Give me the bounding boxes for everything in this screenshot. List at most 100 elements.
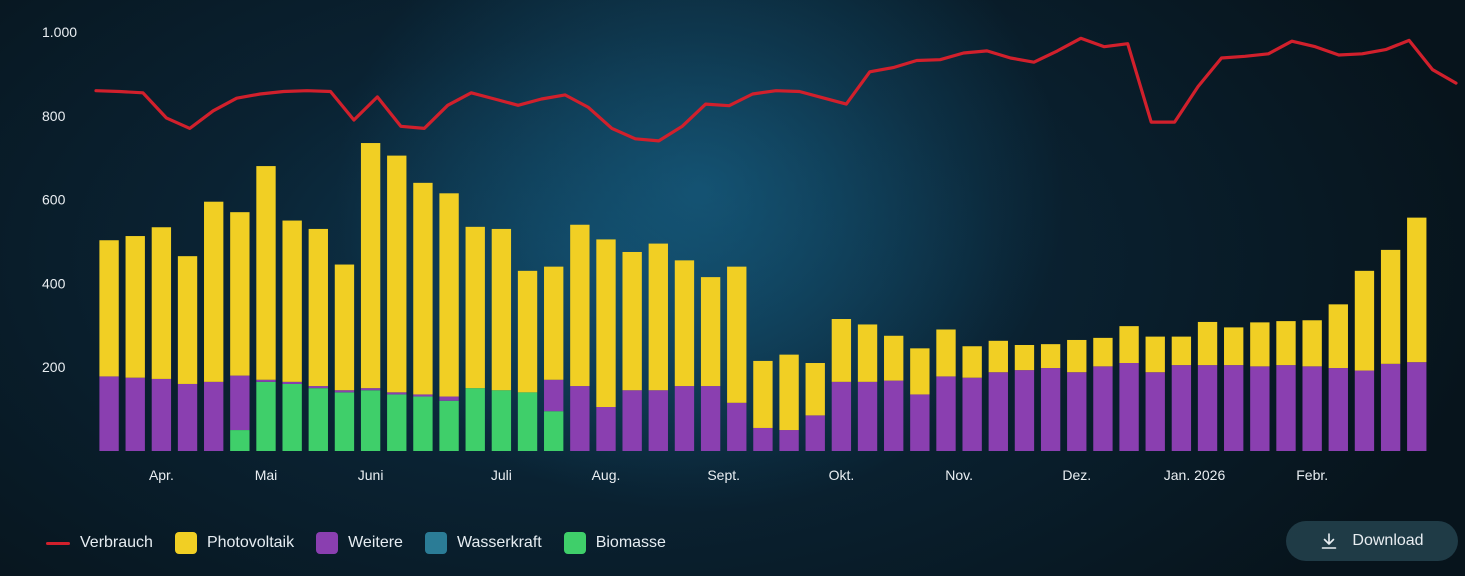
bar-photovoltaik bbox=[1197, 321, 1218, 366]
bar-weitere bbox=[308, 386, 328, 389]
bar-photovoltaik bbox=[1250, 322, 1270, 367]
bar-weitere bbox=[674, 386, 695, 451]
legend-swatch-wasserkraft bbox=[424, 532, 447, 554]
x-tick-label: Sept. bbox=[707, 467, 740, 483]
bar-photovoltaik bbox=[884, 335, 904, 381]
bar-weitere bbox=[1354, 370, 1375, 451]
bar-weitere bbox=[1040, 368, 1061, 451]
bar-photovoltaik bbox=[1040, 344, 1061, 369]
bar-weitere bbox=[570, 386, 590, 451]
bar-photovoltaik bbox=[544, 266, 564, 380]
bar-photovoltaik bbox=[334, 264, 355, 391]
bar-photovoltaik bbox=[648, 243, 668, 391]
x-tick-label: Juli bbox=[491, 467, 512, 483]
bar-photovoltaik bbox=[413, 182, 433, 395]
bar-photovoltaik bbox=[988, 340, 1008, 373]
bar-weitere bbox=[151, 378, 172, 451]
bar-biomasse bbox=[544, 411, 564, 451]
bar-weitere bbox=[1380, 363, 1401, 451]
bar-photovoltaik bbox=[910, 348, 930, 395]
bar-weitere bbox=[1119, 363, 1139, 451]
bar-weitere bbox=[936, 376, 956, 451]
bar-photovoltaik bbox=[360, 143, 381, 389]
bar-weitere bbox=[439, 396, 459, 401]
bar-photovoltaik bbox=[177, 256, 198, 384]
x-tick-label: Okt. bbox=[829, 467, 855, 483]
bar-photovoltaik bbox=[439, 193, 459, 397]
bar-photovoltaik bbox=[230, 212, 250, 376]
bar-photovoltaik bbox=[282, 220, 302, 382]
bar-photovoltaik bbox=[1354, 270, 1375, 371]
bar-photovoltaik bbox=[1171, 336, 1192, 366]
bar-photovoltaik bbox=[1224, 327, 1244, 366]
legend-label-weitere: Weitere bbox=[348, 534, 403, 551]
bar-weitere bbox=[177, 383, 198, 451]
legend-item-verbrauch[interactable]: Verbrauch bbox=[46, 534, 153, 552]
y-tick-label: 800 bbox=[42, 108, 66, 124]
x-tick-label: Nov. bbox=[945, 467, 973, 483]
bar-weitere bbox=[1067, 372, 1087, 451]
bar-photovoltaik bbox=[256, 166, 276, 380]
bar-photovoltaik bbox=[805, 363, 825, 416]
legend-item-photovoltaik[interactable]: Photovoltaik bbox=[174, 532, 295, 554]
bar-weitere bbox=[831, 381, 852, 451]
bar-weitere bbox=[1276, 365, 1296, 451]
bar-photovoltaik bbox=[596, 239, 616, 408]
bar-weitere bbox=[1328, 368, 1348, 451]
bar-photovoltaik bbox=[674, 260, 695, 387]
legend-swatch-photovoltaik bbox=[174, 532, 197, 554]
bar-biomasse bbox=[308, 388, 328, 451]
bar-photovoltaik bbox=[1276, 321, 1296, 366]
bar-biomasse bbox=[282, 383, 302, 451]
bar-photovoltaik bbox=[125, 236, 145, 378]
line-verbrauch bbox=[94, 36, 1458, 143]
legend-item-wasserkraft[interactable]: Wasserkraft bbox=[424, 532, 542, 554]
bar-weitere bbox=[1407, 362, 1427, 451]
bar-weitere bbox=[1014, 370, 1035, 451]
bar-weitere bbox=[700, 386, 721, 451]
y-tick-label: 400 bbox=[42, 275, 66, 291]
download-button[interactable]: Download bbox=[1286, 521, 1458, 561]
x-tick-label: Dez. bbox=[1062, 467, 1091, 483]
bar-photovoltaik bbox=[700, 277, 721, 387]
bar-photovoltaik bbox=[622, 251, 642, 391]
x-tick-label: Apr. bbox=[149, 467, 174, 483]
bar-weitere bbox=[125, 377, 145, 451]
bar-photovoltaik bbox=[857, 324, 878, 382]
legend-swatch-weitere bbox=[316, 532, 339, 554]
bar-biomasse bbox=[517, 392, 538, 451]
bar-weitere bbox=[753, 427, 773, 451]
y-tick-label: 1.000 bbox=[42, 24, 77, 40]
legend: Verbrauch Photovoltaik Weitere Wasserkra… bbox=[46, 530, 666, 556]
bar-weitere bbox=[779, 430, 799, 451]
bar-weitere bbox=[857, 381, 878, 451]
x-tick-label: Febr. bbox=[1296, 467, 1328, 483]
y-tick-label: 200 bbox=[42, 359, 66, 375]
bar-biomasse bbox=[491, 390, 512, 451]
bar-weitere bbox=[360, 388, 381, 391]
bar-photovoltaik bbox=[831, 319, 852, 382]
legend-label-wasserkraft: Wasserkraft bbox=[456, 534, 542, 551]
bar-weitere bbox=[1197, 365, 1218, 451]
bar-biomasse bbox=[230, 430, 250, 451]
bar-photovoltaik bbox=[936, 329, 956, 377]
legend-item-weitere[interactable]: Weitere bbox=[316, 532, 403, 554]
bar-photovoltaik bbox=[1119, 326, 1139, 364]
bar-weitere bbox=[1250, 366, 1270, 451]
legend-swatch-verbrauch bbox=[46, 541, 70, 545]
bar-weitere bbox=[805, 415, 825, 451]
bar-weitere bbox=[648, 390, 668, 451]
bar-photovoltaik bbox=[491, 228, 512, 391]
bar-photovoltaik bbox=[465, 226, 485, 389]
y-tick-label: 600 bbox=[42, 192, 66, 208]
legend-item-biomasse[interactable]: Biomasse bbox=[563, 532, 666, 554]
bar-weitere bbox=[282, 381, 302, 384]
legend-label-biomasse: Biomasse bbox=[595, 534, 666, 551]
bar-photovoltaik bbox=[387, 155, 407, 393]
legend-label-photovoltaik: Photovoltaik bbox=[206, 534, 295, 551]
bar-photovoltaik bbox=[99, 240, 119, 377]
bar-weitere bbox=[622, 390, 642, 451]
x-tick-label: Jan. 2026 bbox=[1164, 467, 1226, 483]
bar-weitere bbox=[544, 379, 564, 412]
x-tick-label: Mai bbox=[255, 467, 278, 483]
